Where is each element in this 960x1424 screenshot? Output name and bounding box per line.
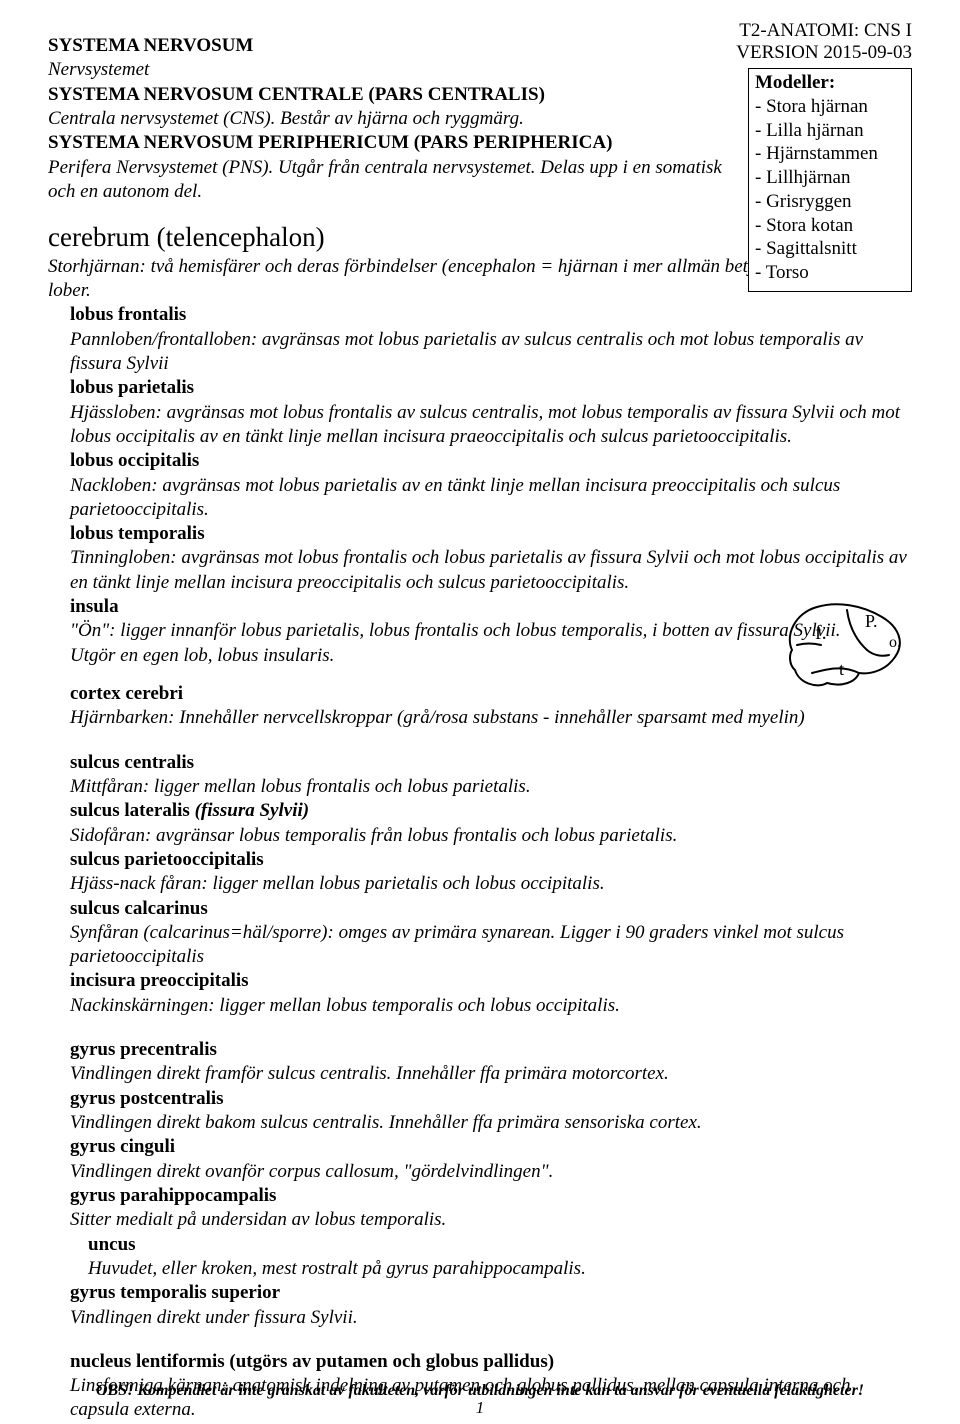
desc-sulcus-centralis: Mittfåran: ligger mellan lobus frontalis…	[70, 775, 912, 799]
desc-sulcus-lateralis: Sidofåran: avgränsar lobus temporalis fr…	[70, 824, 912, 848]
header-right: T2-ANATOMI: CNS I VERSION 2015-09-03	[736, 20, 912, 64]
version-date: VERSION 2015-09-03	[736, 42, 912, 64]
desc-sulcus-calcarinus: Synfåran (calcarinus=häl/sporre): omges …	[70, 921, 912, 970]
modeller-item: - Hjärnstammen	[755, 142, 905, 166]
brain-label-o: o.	[889, 634, 901, 651]
term-sulcus-lateralis: sulcus lateralis	[70, 800, 190, 821]
gyri-block: gyrus precentralis Vindlingen direkt fra…	[70, 1038, 912, 1330]
term-gyrus-precentralis: gyrus precentralis	[70, 1038, 912, 1062]
term-sulcus-calcarinus: sulcus calcarinus	[70, 897, 912, 921]
page-number: 1	[0, 1398, 960, 1418]
subtitle-pns: Perifera Nervsystemet (PNS). Utgår från …	[48, 156, 748, 205]
desc-gyrus-cinguli: Vindlingen direkt ovanför corpus callosu…	[70, 1160, 912, 1184]
brain-label-t: t	[839, 659, 844, 679]
term-sulcus-lateralis-suffix: (fissura Sylvii)	[195, 800, 310, 821]
desc-lobus-frontalis: Pannloben/frontalloben: avgränsas mot lo…	[70, 328, 912, 377]
modeller-item: - Lilla hjärnan	[755, 119, 905, 143]
desc-gyrus-temporalis-superior: Vindlingen direkt under fissura Sylvii.	[70, 1306, 912, 1330]
desc-gyrus-postcentralis: Vindlingen direkt bakom sulcus centralis…	[70, 1111, 912, 1135]
desc-lobus-occipitalis: Nackloben: avgränsas mot lobus parietali…	[70, 474, 912, 523]
desc-gyrus-precentralis: Vindlingen direkt framför sulcus central…	[70, 1062, 912, 1086]
sulci-block: sulcus centralis Mittfåran: ligger mella…	[70, 751, 912, 1018]
term-lobus-frontalis: lobus frontalis	[70, 303, 912, 327]
term-gyrus-postcentralis: gyrus postcentralis	[70, 1087, 912, 1111]
subtitle-nervsystemet: Nervsystemet	[48, 58, 748, 82]
term-lobus-parietalis: lobus parietalis	[70, 376, 912, 400]
modeller-title: Modeller:	[755, 71, 905, 95]
heading-cns: SYSTEMA NERVOSUM CENTRALE (PARS CENTRALI…	[48, 83, 748, 107]
term-incisura-preoccipitalis: incisura preoccipitalis	[70, 969, 912, 993]
brain-label-f: f.	[815, 622, 827, 644]
modeller-item: - Torso	[755, 261, 905, 285]
brain-sketch-icon: f. P. o. t	[777, 595, 912, 695]
term-nucleus-lentiformis: nucleus lentiformis (utgörs av putamen o…	[70, 1350, 912, 1374]
document-page: T2-ANATOMI: CNS I VERSION 2015-09-03 Mod…	[0, 0, 960, 1424]
desc-gyrus-parahippocampalis: Sitter medialt på undersidan av lobus te…	[70, 1208, 912, 1232]
term-sulcus-parietooccipitalis: sulcus parietooccipitalis	[70, 848, 912, 872]
desc-cortex-cerebri: Hjärnbarken: Innehåller nervcellskroppar…	[70, 706, 912, 730]
term-lobus-temporalis: lobus temporalis	[70, 522, 912, 546]
heading-pns: SYSTEMA NERVOSUM PERIPHERICUM (PARS PERI…	[48, 131, 748, 155]
term-gyrus-parahippocampalis: gyrus parahippocampalis	[70, 1184, 912, 1208]
desc-lobus-parietalis: Hjässloben: avgränsas mot lobus frontali…	[70, 401, 912, 450]
term-sulcus-lateralis-row: sulcus lateralis (fissura Sylvii)	[70, 799, 912, 823]
desc-incisura-preoccipitalis: Nackinskärningen: ligger mellan lobus te…	[70, 994, 912, 1018]
desc-sulcus-parietooccipitalis: Hjäss-nack fåran: ligger mellan lobus pa…	[70, 872, 912, 896]
course-code: T2-ANATOMI: CNS I	[736, 20, 912, 42]
desc-uncus: Huvudet, eller kroken, mest rostralt på …	[88, 1257, 912, 1281]
modeller-item: - Grisryggen	[755, 190, 905, 214]
modeller-item: - Sagittalsnitt	[755, 237, 905, 261]
term-gyrus-cinguli: gyrus cinguli	[70, 1135, 912, 1159]
modeller-item: - Stora kotan	[755, 214, 905, 238]
desc-lobus-temporalis: Tinningloben: avgränsas mot lobus fronta…	[70, 546, 912, 595]
term-lobus-occipitalis: lobus occipitalis	[70, 449, 912, 473]
term-uncus: uncus	[88, 1233, 912, 1257]
heading-systema-nervosum: SYSTEMA NERVOSUM	[48, 34, 748, 58]
term-gyrus-temporalis-superior: gyrus temporalis superior	[70, 1281, 912, 1305]
brain-label-p: P.	[865, 611, 878, 631]
modeller-item: - Stora hjärnan	[755, 95, 905, 119]
subtitle-cns: Centrala nervsystemet (CNS). Består av h…	[48, 107, 748, 131]
modeller-item: - Lillhjärnan	[755, 166, 905, 190]
term-sulcus-centralis: sulcus centralis	[70, 751, 912, 775]
modeller-box: Modeller: - Stora hjärnan - Lilla hjärna…	[748, 68, 912, 292]
